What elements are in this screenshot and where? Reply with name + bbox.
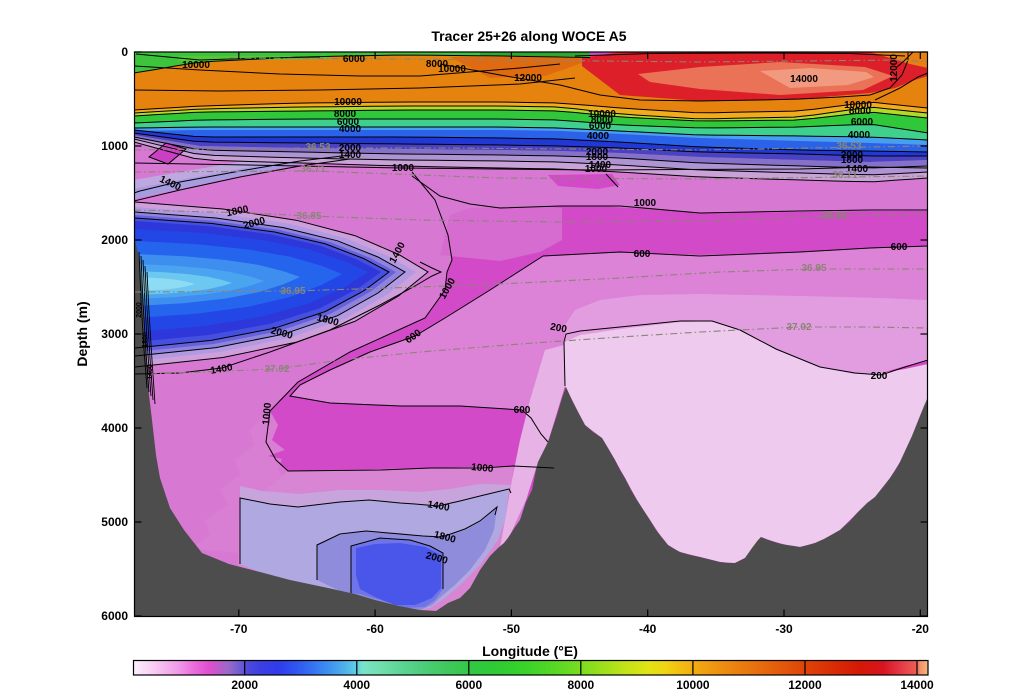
svg-text:37.02: 37.02: [786, 322, 811, 333]
svg-text:2000: 2000: [136, 302, 143, 318]
svg-text:10000: 10000: [182, 60, 210, 71]
svg-text:36.53: 36.53: [836, 141, 861, 152]
svg-text:37.02: 37.02: [264, 364, 289, 375]
svg-text:8000: 8000: [591, 115, 614, 126]
svg-text:1000: 1000: [261, 402, 274, 426]
svg-text:14000: 14000: [790, 74, 818, 85]
svg-text:6000: 6000: [589, 121, 612, 132]
svg-text:10000: 10000: [676, 678, 710, 692]
svg-text:36.85: 36.85: [821, 211, 846, 222]
svg-text:-40: -40: [639, 622, 657, 636]
svg-text:6000: 6000: [337, 117, 360, 128]
svg-text:1800: 1800: [225, 204, 249, 219]
svg-text:8000: 8000: [334, 109, 357, 120]
svg-text:1400: 1400: [427, 499, 451, 514]
svg-text:10000: 10000: [844, 100, 872, 111]
svg-text:2000: 2000: [101, 233, 128, 247]
svg-text:36.71: 36.71: [300, 164, 325, 175]
svg-text:1400: 1400: [589, 160, 612, 171]
svg-text:12000: 12000: [788, 678, 822, 692]
svg-text:-70: -70: [230, 622, 248, 636]
svg-text:3000: 3000: [101, 327, 128, 341]
svg-text:36.95: 36.95: [801, 263, 826, 274]
svg-text:2000: 2000: [339, 143, 362, 154]
svg-text:2000: 2000: [231, 678, 258, 692]
svg-text:Longitude (°E): Longitude (°E): [482, 643, 578, 659]
svg-text:1400: 1400: [846, 164, 869, 175]
svg-text:Tracer 25+26 along WOCE A5: Tracer 25+26 along WOCE A5: [431, 28, 626, 44]
svg-text:600: 600: [634, 249, 651, 260]
svg-text:10000: 10000: [588, 109, 616, 120]
svg-text:Depth (m): Depth (m): [74, 301, 90, 366]
svg-text:6000: 6000: [101, 609, 128, 623]
svg-text:1000: 1000: [585, 164, 608, 175]
svg-text:8000: 8000: [567, 678, 594, 692]
svg-text:2000: 2000: [841, 150, 864, 161]
svg-text:600: 600: [891, 242, 908, 253]
svg-text:10000: 10000: [438, 64, 466, 75]
svg-text:10000: 10000: [334, 97, 362, 108]
svg-text:1800: 1800: [142, 332, 149, 348]
svg-text:200: 200: [871, 371, 888, 382]
svg-text:4000: 4000: [848, 130, 871, 141]
svg-text:1400: 1400: [147, 364, 154, 380]
svg-text:12000: 12000: [889, 54, 900, 82]
svg-text:6000: 6000: [455, 678, 482, 692]
svg-text:8000: 8000: [849, 106, 872, 117]
svg-text:2000: 2000: [586, 147, 609, 158]
svg-text:1400: 1400: [339, 150, 362, 161]
svg-text:-50: -50: [503, 622, 521, 636]
svg-text:4000: 4000: [587, 131, 610, 142]
svg-text:1000: 1000: [471, 462, 495, 475]
svg-text:1400: 1400: [210, 362, 234, 377]
svg-text:8000: 8000: [426, 59, 449, 70]
svg-text:1000: 1000: [101, 139, 128, 153]
svg-text:36.71: 36.71: [832, 170, 857, 181]
svg-text:1000: 1000: [392, 163, 415, 174]
svg-text:1800: 1800: [586, 152, 609, 163]
svg-text:4000: 4000: [339, 124, 362, 135]
svg-text:200: 200: [549, 322, 568, 336]
svg-text:0: 0: [121, 45, 128, 59]
svg-text:600: 600: [514, 405, 531, 416]
svg-text:4000: 4000: [101, 421, 128, 435]
svg-text:-30: -30: [775, 622, 793, 636]
svg-text:-20: -20: [912, 622, 930, 636]
svg-text:4000: 4000: [343, 678, 370, 692]
svg-text:12000: 12000: [514, 73, 542, 84]
svg-text:1000: 1000: [634, 198, 657, 209]
svg-text:36.85: 36.85: [296, 211, 321, 222]
svg-text:14000: 14000: [900, 678, 934, 692]
svg-text:5000: 5000: [101, 515, 128, 529]
svg-text:-60: -60: [366, 622, 384, 636]
svg-text:36.95: 36.95: [280, 286, 305, 297]
svg-text:36.53: 36.53: [305, 142, 330, 153]
svg-text:6000: 6000: [851, 117, 874, 128]
svg-text:6000: 6000: [343, 54, 366, 65]
svg-text:1800: 1800: [841, 155, 864, 166]
